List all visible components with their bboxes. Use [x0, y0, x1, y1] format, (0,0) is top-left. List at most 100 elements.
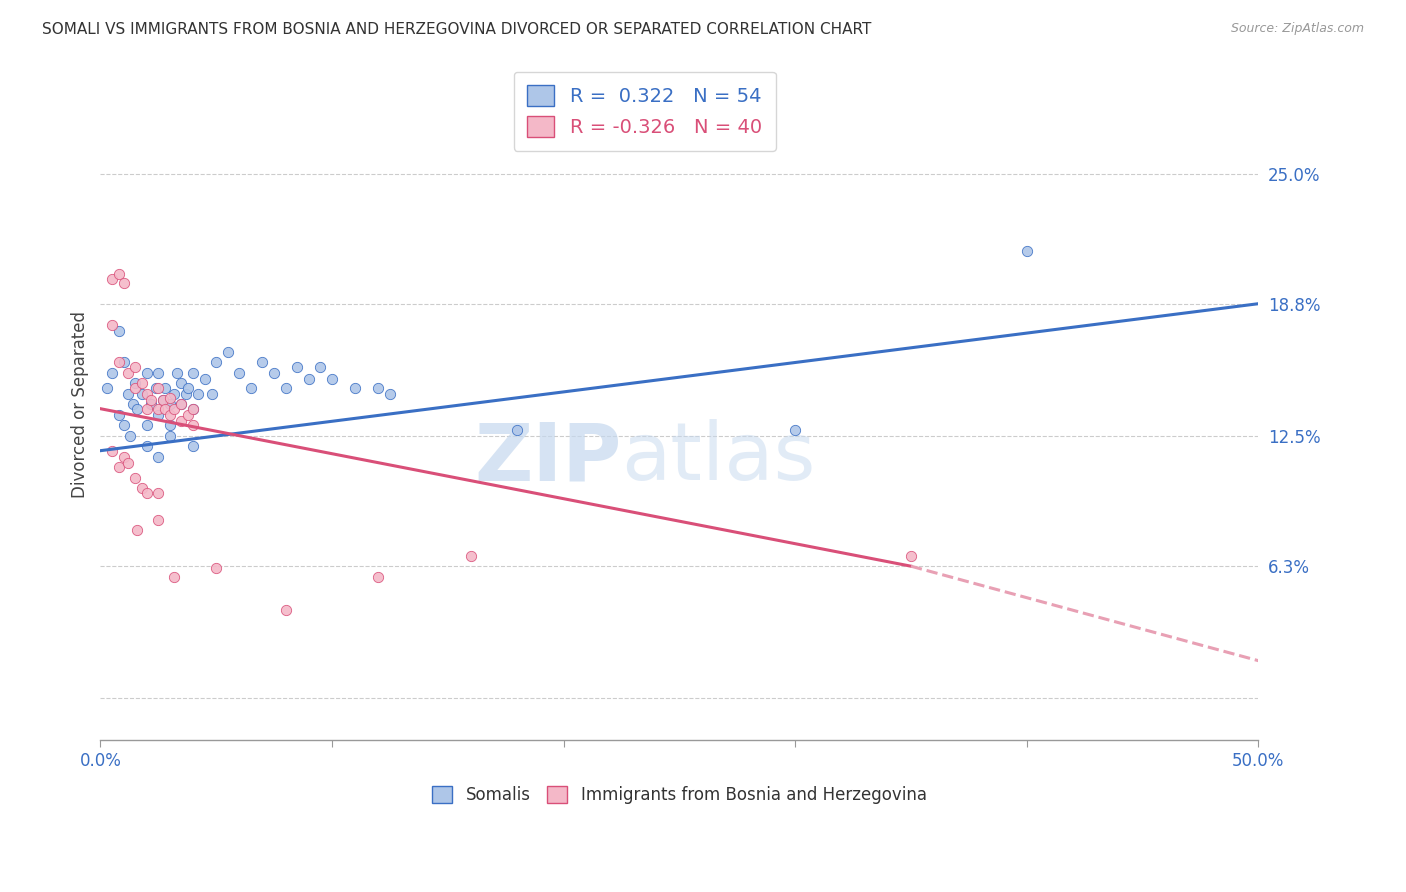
Point [274, 381, 297, 395]
Point [117, 456, 139, 470]
Point [163, 387, 186, 401]
Point [135, 485, 157, 500]
Point [108, 408, 131, 422]
Point [152, 393, 174, 408]
Point [112, 450, 135, 464]
Point [170, 376, 193, 391]
Point [131, 376, 153, 391]
Point [193, 372, 215, 386]
Point [378, 387, 401, 401]
Point [205, 355, 228, 369]
Point [239, 381, 262, 395]
Point [152, 393, 174, 408]
Point [124, 471, 146, 485]
Point [298, 372, 321, 386]
Point [163, 401, 186, 416]
Point [108, 268, 131, 282]
Point [166, 366, 188, 380]
Legend: Somalis, Immigrants from Bosnia and Herzegovina: Somalis, Immigrants from Bosnia and Herz… [423, 778, 935, 813]
Point [321, 372, 343, 386]
Point [141, 393, 163, 408]
Point [1015, 244, 1038, 259]
Point [181, 418, 204, 433]
Point [121, 397, 143, 411]
Point [101, 366, 124, 380]
Point [170, 397, 193, 411]
Point [506, 423, 529, 437]
Point [135, 440, 157, 454]
Point [181, 401, 204, 416]
Point [181, 366, 204, 380]
Point [148, 485, 170, 500]
Point [170, 397, 193, 411]
Point [148, 513, 170, 527]
Point [131, 387, 153, 401]
Point [127, 524, 149, 538]
Point [153, 401, 176, 416]
Point [141, 397, 163, 411]
Text: Source: ZipAtlas.com: Source: ZipAtlas.com [1230, 22, 1364, 36]
Point [117, 366, 139, 380]
Point [181, 440, 204, 454]
Point [112, 355, 135, 369]
Point [274, 603, 297, 617]
Point [148, 450, 170, 464]
Point [108, 460, 131, 475]
Text: ZIP: ZIP [474, 419, 621, 497]
Point [101, 271, 124, 285]
Point [367, 381, 389, 395]
Y-axis label: Divorced or Separated: Divorced or Separated [72, 311, 89, 498]
Point [148, 366, 170, 380]
Point [124, 381, 146, 395]
Point [135, 387, 157, 401]
Point [252, 355, 274, 369]
Point [108, 324, 131, 338]
Point [900, 549, 922, 563]
Point [228, 366, 250, 380]
Point [101, 443, 124, 458]
Point [96, 381, 118, 395]
Point [200, 387, 222, 401]
Point [131, 482, 153, 496]
Point [163, 570, 186, 584]
Point [159, 418, 181, 433]
Point [135, 401, 157, 416]
Point [112, 276, 135, 290]
Point [205, 561, 228, 575]
Point [127, 401, 149, 416]
Point [263, 366, 285, 380]
Point [145, 381, 167, 395]
Point [159, 397, 181, 411]
Point [108, 355, 131, 369]
Point [124, 359, 146, 374]
Point [170, 414, 193, 428]
Text: atlas: atlas [621, 419, 815, 497]
Point [135, 418, 157, 433]
Point [148, 401, 170, 416]
Point [181, 401, 204, 416]
Point [148, 408, 170, 422]
Point [367, 570, 389, 584]
Point [117, 387, 139, 401]
Text: SOMALI VS IMMIGRANTS FROM BOSNIA AND HERZEGOVINA DIVORCED OR SEPARATED CORRELATI: SOMALI VS IMMIGRANTS FROM BOSNIA AND HER… [42, 22, 872, 37]
Point [124, 376, 146, 391]
Point [785, 423, 807, 437]
Point [187, 387, 209, 401]
Point [159, 408, 181, 422]
Point [217, 345, 239, 359]
Point [344, 381, 367, 395]
Point [285, 359, 308, 374]
Point [112, 418, 135, 433]
Point [135, 366, 157, 380]
Point [309, 359, 332, 374]
Point [177, 408, 200, 422]
Point [159, 391, 181, 405]
Point [120, 429, 142, 443]
Point [460, 549, 482, 563]
Point [148, 381, 170, 395]
Point [174, 387, 197, 401]
Point [177, 381, 200, 395]
Point [159, 429, 181, 443]
Point [153, 381, 176, 395]
Point [101, 318, 124, 332]
